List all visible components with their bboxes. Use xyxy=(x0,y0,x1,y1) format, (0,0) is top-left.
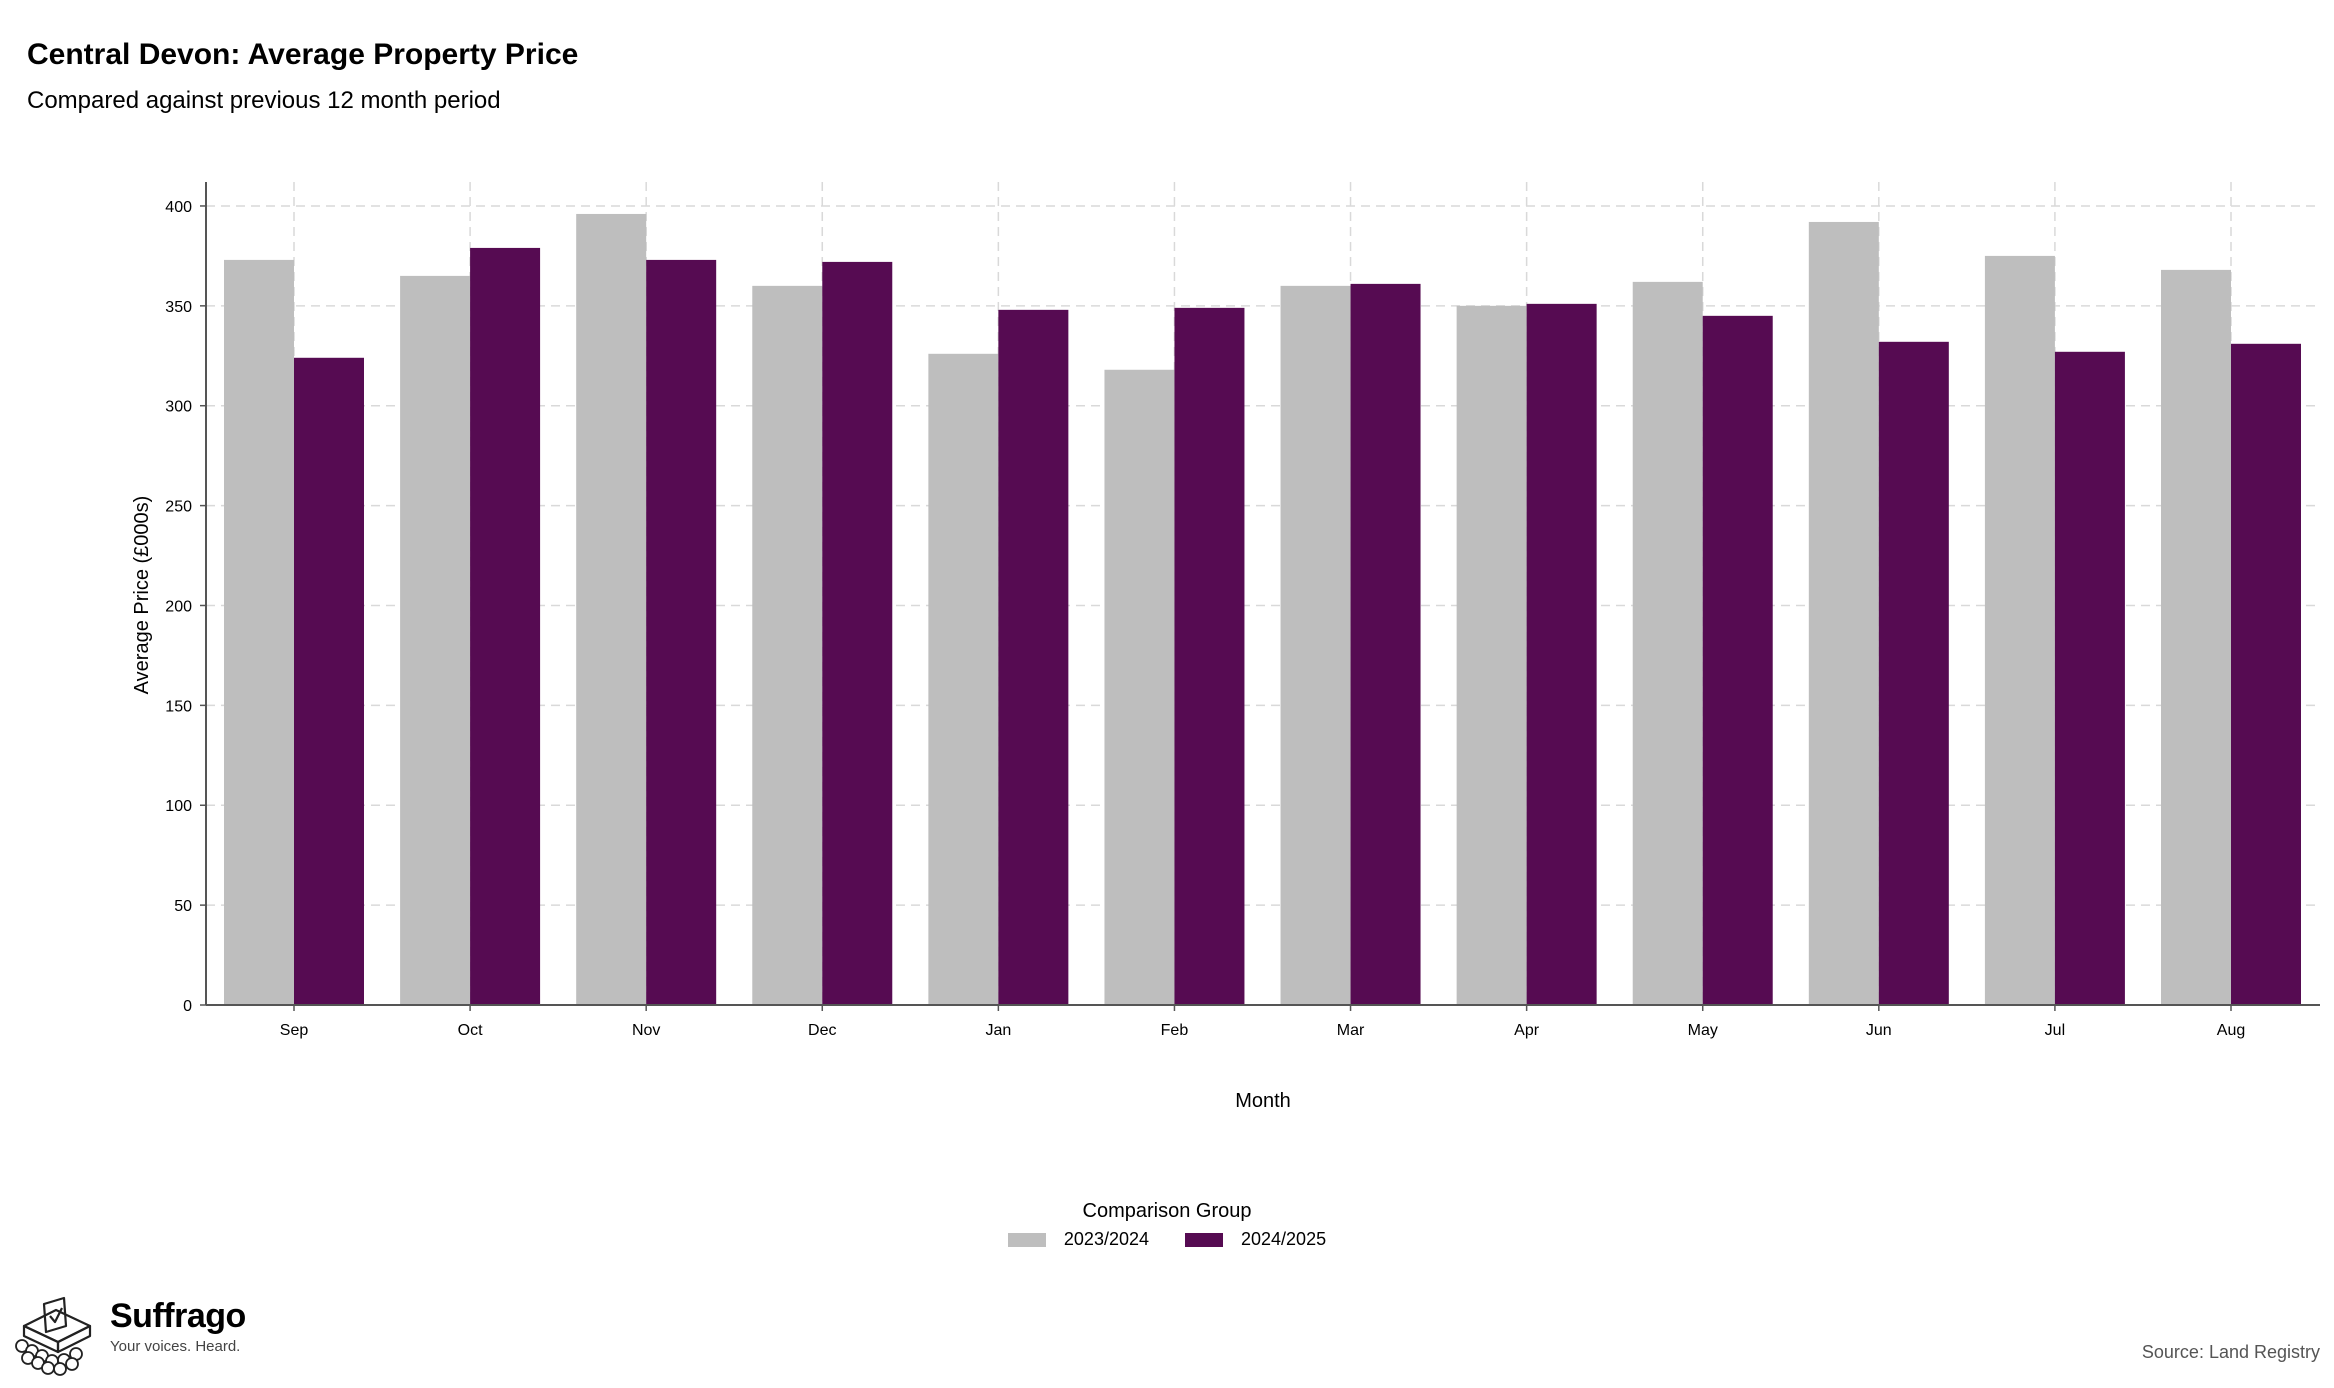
bar-previous-jun xyxy=(1808,221,1879,1005)
legend-swatch-2024-2025 xyxy=(1185,1232,1223,1247)
brand-text: Suffrago Your voices. Heard. xyxy=(110,1296,246,1355)
x-axis-label: Month xyxy=(1235,1090,1291,1112)
y-tick-label: 200 xyxy=(165,598,192,615)
legend-title: Comparison Group xyxy=(1082,1200,1252,1222)
x-tick-label: Jun xyxy=(1866,1022,1892,1039)
legend-item-2024-2025: 2024/2025 xyxy=(1185,1229,1326,1250)
bar-current-aug xyxy=(2231,343,2301,1005)
legend-item-2023-2024: 2023/2024 xyxy=(1007,1229,1149,1250)
bar-previous-jul xyxy=(1984,255,2055,1006)
x-tick-label: Sep xyxy=(280,1022,309,1039)
y-tick-label: 300 xyxy=(165,399,192,416)
bar-previous-nov xyxy=(576,213,647,1005)
chart-title: Central Devon: Average Property Price xyxy=(27,38,579,71)
x-tick-label: May xyxy=(1688,1022,1718,1039)
x-tick-label: Mar xyxy=(1337,1022,1365,1039)
y-tick-label: 50 xyxy=(174,898,192,915)
bar-current-jun xyxy=(1878,341,1949,1006)
legend-swatch-2023-2024 xyxy=(1007,1232,1046,1247)
x-tick-label: Apr xyxy=(1514,1022,1540,1039)
bar-chart: 0 50 100 150 200 250 300 350 400 Sep Oct Nov Dec Jan F… xyxy=(131,182,2320,1112)
bar-previous-dec xyxy=(752,285,823,1005)
x-tick-label: Aug xyxy=(2217,1022,2245,1039)
bar-current-dec xyxy=(822,261,893,1005)
brand-name: Suffrago xyxy=(110,1297,246,1335)
legend-label-2024-2025: 2024/2025 xyxy=(1241,1229,1327,1249)
x-tick-label: Dec xyxy=(808,1022,836,1039)
bar-previous-apr xyxy=(1456,305,1527,1006)
legend-items: 2023/2024 2024/2025 xyxy=(0,1229,2334,1250)
legend: Comparison Group 2023/2024 2024/2025 xyxy=(0,1200,2334,1250)
x-tick-label: Oct xyxy=(458,1022,483,1039)
bar-current-nov xyxy=(646,259,717,1005)
x-tick-label: Nov xyxy=(632,1022,660,1039)
bar-current-sep xyxy=(294,357,364,1006)
bar-current-jan xyxy=(998,309,1069,1005)
bar-previous-sep xyxy=(224,259,294,1005)
tick-labels: 0 50 100 150 200 250 300 350 400 Sep Oct Nov Dec Jan F… xyxy=(165,199,2245,1039)
bar-current-feb xyxy=(1174,307,1245,1006)
bar-previous-oct xyxy=(400,275,471,1005)
y-tick-label: 250 xyxy=(165,499,192,516)
bar-previous-may xyxy=(1632,281,1703,1005)
bar-previous-aug xyxy=(2161,269,2231,1006)
y-tick-label: 150 xyxy=(165,698,192,715)
y-tick-label: 0 xyxy=(183,998,192,1015)
y-axis-label: Average Price (£000s) xyxy=(131,496,153,695)
bar-current-apr xyxy=(1526,303,1597,1005)
brand-tagline: Your voices. Heard. xyxy=(110,1338,241,1355)
bar-current-jul xyxy=(2054,351,2125,1005)
bar-previous-feb xyxy=(1104,369,1175,1005)
bar-current-oct xyxy=(470,247,541,1005)
x-tick-label: Jul xyxy=(2045,1022,2065,1039)
legend-label-2023-2024: 2023/2024 xyxy=(1063,1229,1149,1249)
source-note: Source: Land Registry xyxy=(2141,1342,2320,1362)
y-tick-label: 350 xyxy=(165,299,192,316)
y-tick-label: 100 xyxy=(165,798,192,815)
chart-subtitle: Compared against previous 12 month perio… xyxy=(27,87,501,114)
axes xyxy=(205,182,2320,1006)
brand-logo: Suffrago Your voices. Heard. xyxy=(14,1296,246,1376)
x-tick-label: Feb xyxy=(1161,1022,1189,1039)
ballot-box-icon xyxy=(15,1296,92,1376)
bars xyxy=(224,213,2301,1006)
bar-previous-jan xyxy=(928,353,999,1005)
y-tick-label: 400 xyxy=(165,199,192,216)
bar-previous-mar xyxy=(1280,285,1351,1005)
bar-current-may xyxy=(1702,315,1773,1005)
bar-current-mar xyxy=(1350,283,1421,1005)
x-tick-label: Jan xyxy=(985,1022,1011,1039)
